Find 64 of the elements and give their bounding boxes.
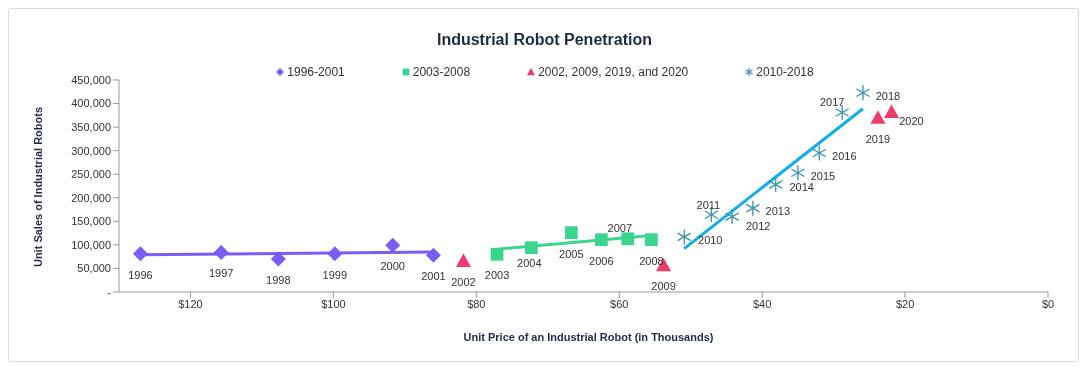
annotation: 2011 — [696, 198, 721, 211]
legend-label: 2010-2018 — [756, 65, 814, 79]
point — [132, 246, 148, 262]
point — [645, 233, 658, 247]
annotation: 2002 — [451, 275, 476, 288]
y-tick-label: 50,000 — [77, 262, 111, 275]
annotation: 1999 — [322, 268, 348, 281]
y-tick-label: 100,000 — [71, 238, 111, 251]
annotation: 2000 — [380, 260, 405, 273]
annotation: 2005 — [559, 247, 584, 260]
annotation: 2016 — [832, 149, 857, 162]
point — [884, 104, 899, 119]
point — [327, 246, 343, 262]
annotation: 2008 — [639, 254, 664, 267]
point — [870, 110, 886, 124]
annotation: 2006 — [589, 254, 614, 267]
annotation: 1997 — [208, 267, 234, 280]
x-tick-label: $80 — [467, 297, 486, 310]
x-tick-label: $100 — [321, 297, 346, 310]
y-tick-label: 200,000 — [71, 191, 111, 204]
y-tick-label: 250,000 — [71, 168, 111, 181]
x-tick-label: $60 — [610, 297, 629, 310]
annotation: 2003 — [484, 269, 510, 282]
annotation: 2013 — [765, 205, 791, 218]
legend-label: 2002, 2009, 2019, and 2020 — [538, 65, 689, 79]
point — [524, 241, 538, 255]
y-tick-label: - — [107, 285, 112, 298]
annotation: 2017 — [819, 96, 845, 109]
annotation: 2001 — [421, 270, 446, 283]
y-tick-label: 400,000 — [71, 97, 111, 110]
y-tick-label: 450,000 — [71, 73, 111, 86]
y-axis-title: Unit Sales of Industrial Robots — [32, 106, 44, 268]
point — [594, 233, 608, 247]
annotation: 2018 — [875, 89, 901, 102]
point — [490, 247, 504, 261]
annotation: 2012 — [745, 219, 771, 232]
y-tick-label: 350,000 — [71, 121, 111, 134]
annotation: 2014 — [789, 181, 814, 194]
annotation: 2007 — [607, 221, 633, 234]
annotation: 1996 — [128, 268, 153, 281]
y-tick-label: 300,000 — [71, 144, 111, 157]
x-tick-label: $120 — [178, 297, 203, 310]
annotation: 2019 — [865, 132, 891, 145]
x-tick-label: $0 — [1041, 297, 1055, 310]
x-tick-label: $20 — [895, 297, 915, 310]
annotation: 2020 — [899, 114, 924, 127]
point — [455, 253, 471, 267]
point — [213, 244, 229, 260]
annotation: 2010 — [698, 233, 723, 246]
legend-label: 2003-2008 — [412, 65, 471, 79]
y-tick-label: 150,000 — [71, 215, 111, 228]
point — [385, 237, 401, 253]
chart-title: Industrial Robot Penetration — [435, 31, 654, 49]
point — [270, 251, 286, 267]
legend-label: 1996-2001 — [287, 65, 345, 79]
x-tick-label: $40 — [752, 297, 772, 310]
annotation: 2009 — [651, 280, 676, 293]
annotation: 1998 — [266, 273, 291, 286]
annotation: 2015 — [810, 169, 836, 182]
point — [425, 247, 441, 263]
point — [564, 226, 578, 240]
point — [621, 232, 635, 246]
x-axis-title: Unit Price of an Industrial Robot (in Thousands) — [462, 331, 715, 343]
annotation: 2004 — [517, 256, 542, 269]
